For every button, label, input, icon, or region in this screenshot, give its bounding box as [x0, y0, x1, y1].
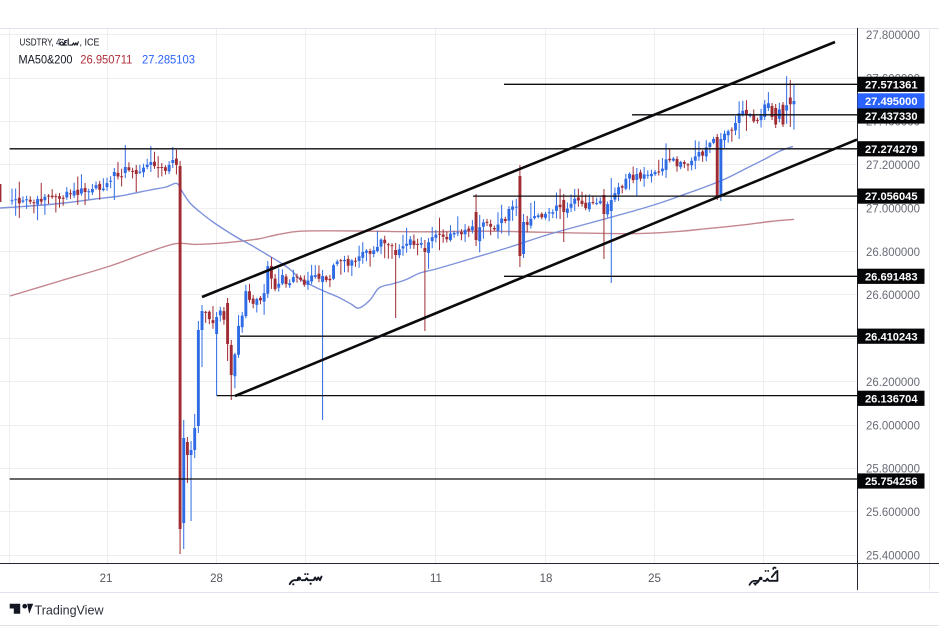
- svg-text:26.410243: 26.410243: [865, 331, 918, 343]
- svg-text:USDTRY, 4: USDTRY, 4: [20, 37, 61, 49]
- svg-text:28: 28: [210, 573, 223, 585]
- svg-text:26.691483: 26.691483: [865, 271, 918, 283]
- svg-text:21: 21: [100, 573, 113, 585]
- svg-text:26.136704: 26.136704: [865, 393, 918, 405]
- svg-text:26.800000: 26.800000: [866, 247, 920, 259]
- svg-text:18: 18: [540, 573, 553, 585]
- svg-text:26.950711: 26.950711: [80, 52, 132, 66]
- svg-text:27.200000: 27.200000: [866, 160, 920, 172]
- svg-text:26.600000: 26.600000: [866, 290, 920, 302]
- svg-text:25.754256: 25.754256: [865, 476, 918, 488]
- svg-text:27.000000: 27.000000: [866, 203, 920, 215]
- svg-text:27.800000: 27.800000: [866, 30, 920, 42]
- svg-text:25: 25: [648, 573, 661, 585]
- svg-text:27.274279: 27.274279: [865, 144, 918, 156]
- svg-text:MA50&200: MA50&200: [19, 52, 73, 66]
- svg-text:11: 11: [430, 573, 442, 585]
- svg-text:26.200000: 26.200000: [866, 377, 920, 389]
- svg-text:26.000000: 26.000000: [866, 420, 920, 432]
- svg-text:27.437330: 27.437330: [865, 111, 918, 123]
- svg-text:25.400000: 25.400000: [866, 551, 920, 563]
- svg-text:TradingView: TradingView: [35, 602, 105, 617]
- svg-text:27.571361: 27.571361: [865, 79, 918, 91]
- svg-text:25.600000: 25.600000: [866, 507, 920, 519]
- svg-text:27.056045: 27.056045: [865, 191, 918, 203]
- svg-text:27.285103: 27.285103: [142, 52, 195, 66]
- svg-text:25.800000: 25.800000: [866, 464, 920, 476]
- svg-text:, ICE: , ICE: [80, 37, 100, 49]
- svg-text:27.495000: 27.495000: [865, 96, 918, 108]
